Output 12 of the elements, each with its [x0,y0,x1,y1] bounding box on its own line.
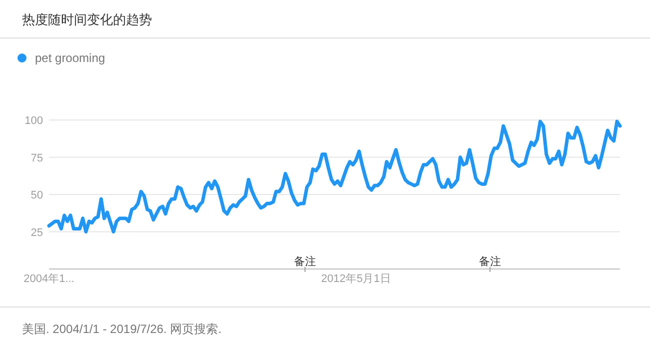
annotation: 备注 [479,255,501,268]
y-tick-label: 75 [30,152,43,164]
annotation: 备注 [294,255,316,268]
x-tick-label: 2004年1... [24,273,74,285]
chart-title: 热度随时间变化的趋势 [22,12,152,27]
legend-label: pet grooming [35,51,106,65]
y-tick-label: 50 [30,190,43,202]
y-tick-label: 100 [24,115,43,127]
line-series [47,120,622,234]
y-tick-label: 25 [30,226,43,239]
text: 美国. 2004/1/1 - 2019/7/26. 网页搜索. [22,322,222,336]
x-tick-label: 2012年5月1日 [321,273,391,285]
